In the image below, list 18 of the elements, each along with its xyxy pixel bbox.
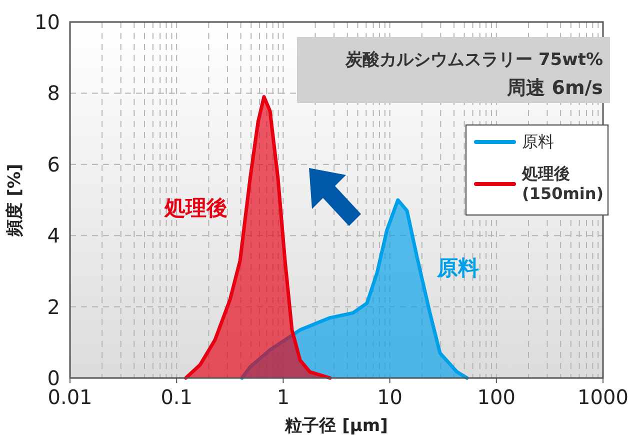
x-tick-label: 100 [477, 385, 516, 409]
y-tick-label: 4 [47, 224, 60, 248]
x-tick-label: 1 [276, 385, 290, 409]
y-axis-title: 頻度 [%] [5, 164, 25, 238]
y-tick-label: 10 [34, 10, 60, 34]
x-tick-label: 1000 [578, 385, 628, 409]
legend-label: 原料 [522, 132, 554, 151]
x-tick-label: 10 [377, 385, 403, 409]
annotation: 原料 [436, 256, 479, 280]
y-tick-label: 6 [47, 152, 60, 176]
x-axis-title: 粒子径 [μm] [284, 416, 388, 435]
annotation: 処理後 [164, 196, 228, 220]
text: 炭酸カルシウムスラリー 75wt% [344, 50, 603, 70]
y-tick-label: 8 [47, 81, 60, 106]
text: 周速 6m/s [506, 77, 603, 99]
y-tick-label: 2 [47, 294, 60, 319]
x-tick-label: 0.1 [160, 385, 193, 409]
legend-label: 処理後 (150min) [521, 164, 604, 203]
